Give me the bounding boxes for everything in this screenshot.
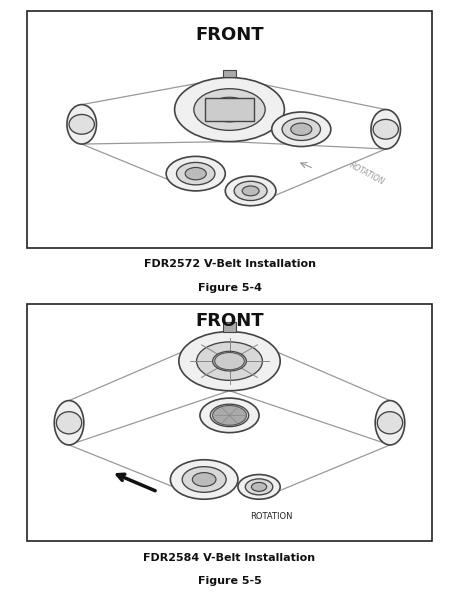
- Text: FDR2572 V-Belt Installation: FDR2572 V-Belt Installation: [144, 259, 315, 270]
- Bar: [223, 70, 236, 77]
- Circle shape: [200, 398, 259, 432]
- Text: FRONT: FRONT: [195, 312, 264, 330]
- Circle shape: [242, 186, 259, 196]
- Circle shape: [166, 156, 225, 191]
- Circle shape: [170, 460, 238, 499]
- Circle shape: [238, 474, 280, 499]
- Circle shape: [208, 97, 251, 122]
- Ellipse shape: [377, 412, 403, 434]
- Circle shape: [215, 352, 244, 370]
- Circle shape: [182, 467, 226, 492]
- Circle shape: [194, 89, 265, 131]
- Circle shape: [177, 162, 215, 185]
- Circle shape: [252, 482, 267, 491]
- Text: FRONT: FRONT: [195, 26, 264, 44]
- Circle shape: [185, 168, 206, 180]
- Ellipse shape: [69, 114, 95, 134]
- Ellipse shape: [56, 412, 82, 434]
- Ellipse shape: [375, 401, 405, 445]
- Circle shape: [213, 406, 246, 425]
- Circle shape: [213, 351, 246, 371]
- Text: FDR2584 V-Belt Installation: FDR2584 V-Belt Installation: [144, 553, 316, 563]
- Ellipse shape: [371, 110, 401, 149]
- Circle shape: [179, 332, 280, 391]
- Circle shape: [210, 404, 249, 426]
- Circle shape: [192, 473, 216, 486]
- Circle shape: [246, 479, 273, 495]
- Ellipse shape: [67, 105, 96, 144]
- FancyBboxPatch shape: [205, 98, 254, 122]
- Circle shape: [291, 123, 312, 135]
- Ellipse shape: [373, 119, 398, 139]
- Text: ROTATION: ROTATION: [251, 512, 293, 521]
- Text: Figure 5-4: Figure 5-4: [197, 283, 262, 293]
- Circle shape: [219, 409, 240, 422]
- Circle shape: [174, 77, 285, 141]
- Circle shape: [225, 176, 276, 205]
- Bar: [223, 322, 236, 332]
- Circle shape: [272, 112, 331, 147]
- Text: Figure 5-5: Figure 5-5: [198, 576, 261, 586]
- Text: ROTATION: ROTATION: [348, 161, 386, 187]
- Circle shape: [196, 342, 263, 380]
- Ellipse shape: [54, 401, 84, 445]
- Circle shape: [282, 118, 320, 141]
- Circle shape: [234, 181, 267, 201]
